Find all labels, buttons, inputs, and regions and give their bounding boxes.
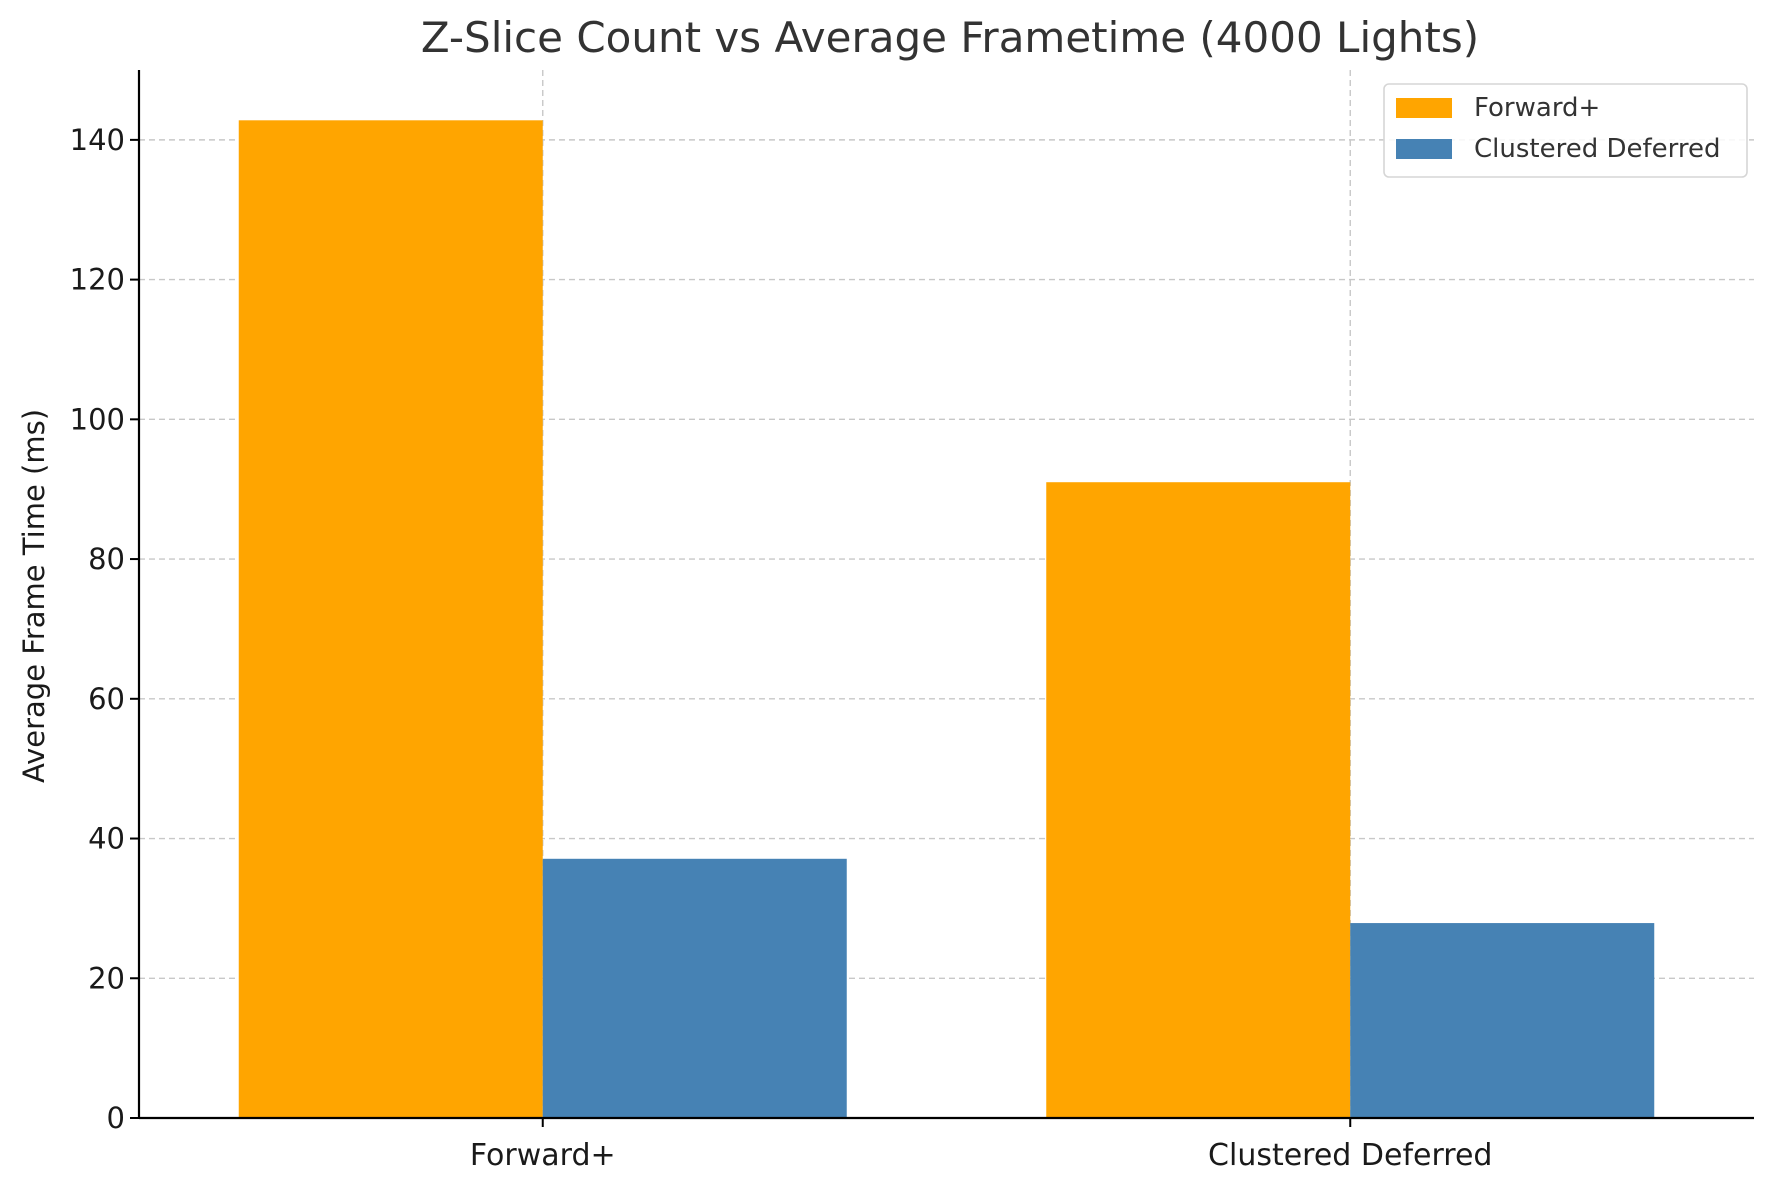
legend-label: Clustered Deferred [1474, 134, 1721, 164]
x-tick-label: Clustered Deferred [1208, 1138, 1492, 1173]
chart-title: Z-Slice Count vs Average Frametime (4000… [421, 13, 1479, 62]
y-tick-label: 40 [88, 822, 125, 856]
ticks: 0 20 40 60 80 100 120 140 Forward+ Clustered Defe… [70, 123, 1493, 1173]
bar [238, 120, 543, 1118]
y-tick-label: 20 [88, 961, 125, 995]
bars [238, 120, 1655, 1118]
legend-box [1383, 83, 1748, 178]
bar [1046, 482, 1351, 1118]
x-tick-label: Forward+ [470, 1138, 616, 1173]
y-axis-label: Average Frame Time (ms) [17, 409, 51, 783]
bar [542, 858, 847, 1118]
legend: Forward+ Clustered Deferred [1383, 83, 1748, 178]
bar [1350, 923, 1655, 1118]
y-tick-label: 60 [88, 682, 125, 716]
y-tick-label: 140 [70, 123, 125, 157]
legend-swatch [1396, 139, 1452, 159]
axes [137, 70, 1754, 1120]
y-tick-label: 80 [88, 542, 125, 576]
y-tick-label: 100 [70, 402, 125, 436]
legend-swatch [1396, 98, 1452, 118]
y-tick-label: 0 [107, 1101, 125, 1135]
legend-label: Forward+ [1474, 93, 1600, 123]
y-tick-label: 120 [70, 263, 125, 297]
